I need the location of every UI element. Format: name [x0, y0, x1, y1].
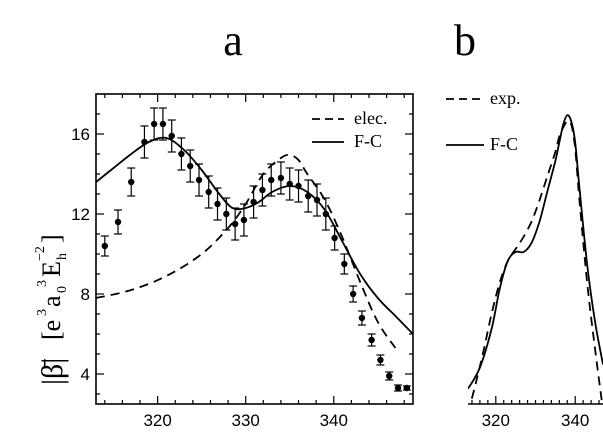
data-point [368, 336, 375, 344]
data-point [277, 174, 285, 182]
panel-b-plot: 320 340 exp. F-C [446, 88, 603, 430]
y-axis-label-subh: h [55, 253, 70, 260]
y-tick-label: 12 [71, 205, 90, 224]
data-point [259, 186, 266, 194]
data-point [403, 384, 411, 392]
y-axis-label-sub0: 0 [55, 286, 70, 293]
data-point [286, 180, 293, 188]
data-point [358, 314, 366, 322]
data-point [101, 242, 109, 250]
data-point [313, 196, 321, 204]
data-point [386, 372, 393, 380]
x-tick-label: 340 [320, 411, 348, 430]
data-point [231, 220, 239, 228]
y-axis-label-main: |β̄| [36, 358, 69, 385]
panel-a-plot: 4 8 12 16 320 330 340 elec. F-C [71, 93, 414, 430]
data-point [295, 182, 302, 190]
data-point [223, 210, 230, 218]
data-point [331, 234, 338, 242]
y-axis-label-sup2: 3 [35, 280, 50, 287]
y-axis-label-sup1: 3 [35, 309, 50, 316]
legend-label: exp. [490, 88, 521, 108]
data-point [150, 120, 158, 128]
data-point [322, 210, 330, 218]
y-axis-label-close: ] [37, 234, 66, 243]
data-point [250, 198, 257, 206]
legend-label: F-C [490, 134, 518, 154]
panel-a-frame [95, 93, 414, 405]
data-point [159, 120, 167, 128]
panel-label-a: a [223, 16, 243, 65]
data-point [377, 356, 384, 364]
x-tick-label: 340 [561, 411, 589, 430]
y-tick-label: 16 [71, 125, 90, 144]
data-point [268, 176, 275, 184]
y-axis-label: |β̄| [e 3 a 0 3 E h −2 ] [33, 234, 70, 385]
y-axis-label-sup3: −2 [33, 246, 48, 261]
data-point [114, 218, 122, 226]
y-axis-label-units-a: a [37, 295, 66, 307]
data-point [168, 132, 175, 140]
data-point [305, 192, 312, 200]
data-point [187, 162, 194, 170]
data-point [195, 176, 203, 184]
data-point [214, 200, 221, 208]
data-point [341, 260, 348, 268]
legend-label: F-C [354, 131, 382, 151]
x-tick-label: 320 [482, 411, 510, 430]
y-tick-label: 4 [81, 365, 90, 384]
data-point [178, 150, 185, 158]
x-tick-label: 330 [232, 411, 260, 430]
series-line-elec [96, 153, 397, 349]
y-tick-label: 8 [81, 285, 90, 304]
data-point [141, 138, 148, 146]
data-point [128, 178, 135, 186]
data-point [394, 384, 402, 392]
x-tick-label: 320 [143, 411, 171, 430]
series-line-fc [468, 114, 603, 390]
series-line-exp [469, 119, 603, 404]
data-point [240, 216, 248, 224]
y-axis-label-units-prefix: [e [37, 320, 66, 340]
series-line-fc [96, 136, 413, 335]
data-point [349, 290, 357, 298]
data-point [205, 188, 212, 196]
y-axis-label-units-E: E [37, 261, 66, 277]
panel-label-b: b [454, 16, 476, 65]
legend-label: elec. [354, 108, 387, 128]
